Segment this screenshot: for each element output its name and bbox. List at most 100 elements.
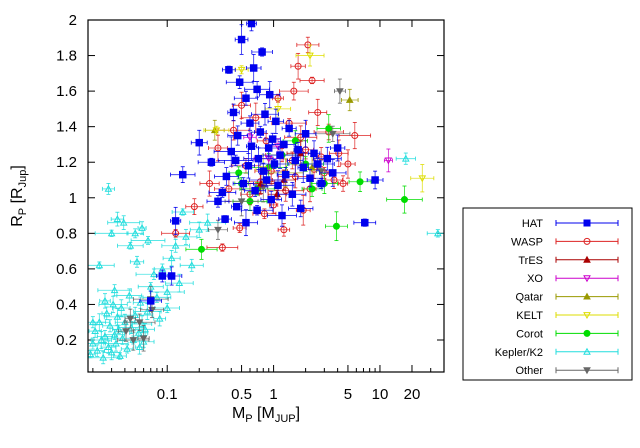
data-point	[162, 250, 181, 267]
legend-label: HAT	[522, 218, 543, 230]
legend-item: HAT	[522, 218, 619, 230]
legend-marker	[583, 312, 591, 320]
data-point	[261, 170, 295, 201]
data-point	[319, 159, 347, 187]
data-point	[98, 295, 128, 314]
data-point	[240, 205, 274, 216]
data-point	[340, 149, 356, 179]
data-point	[208, 219, 228, 240]
data-point	[271, 140, 297, 149]
y-axis-title: RP [RJup]	[9, 165, 29, 227]
data-point	[333, 78, 346, 104]
data-point	[395, 152, 416, 165]
data-point	[300, 157, 335, 171]
data-point	[101, 183, 115, 195]
data-point	[294, 119, 317, 148]
data-point	[154, 302, 181, 314]
y-tick-label: 2	[69, 12, 77, 29]
legend-item: KELT	[516, 310, 619, 322]
data-point	[113, 351, 127, 360]
data-point	[190, 129, 208, 156]
data-point	[206, 243, 239, 252]
y-tick-label: 1	[69, 190, 77, 207]
data-point	[99, 293, 111, 309]
data-point	[208, 134, 228, 162]
data-point	[124, 308, 136, 329]
series-kepler-k2	[88, 152, 444, 365]
data-point	[240, 115, 260, 131]
data-point	[243, 147, 274, 170]
data-point	[251, 103, 279, 126]
data-point	[225, 75, 254, 89]
data-point	[295, 44, 325, 67]
data-point	[253, 125, 267, 139]
data-point	[130, 236, 166, 245]
legend-item: WASP	[511, 236, 619, 248]
axis-label-part: ]	[296, 405, 300, 422]
legend-marker	[583, 367, 591, 375]
data-point	[234, 209, 258, 237]
data-point	[232, 223, 247, 233]
data-point	[97, 284, 132, 297]
series-hat	[139, 20, 384, 312]
data-point	[272, 93, 284, 103]
data-point	[227, 125, 248, 146]
data-point	[308, 98, 328, 126]
y-tick-label: 0.8	[56, 225, 77, 242]
x-axis-title: MP [MJUP]	[232, 405, 300, 425]
axis-label-part: [M	[253, 405, 275, 422]
data-point	[243, 133, 257, 142]
axis-label-part: JUP	[275, 413, 296, 425]
data-point	[316, 114, 341, 143]
data-point	[139, 290, 163, 312]
data-point	[241, 153, 255, 179]
data-point	[179, 258, 204, 272]
data-point	[259, 159, 290, 169]
data-point	[297, 169, 323, 188]
data-point	[199, 170, 220, 197]
data-point	[218, 215, 232, 223]
data-point	[234, 24, 249, 55]
data-point	[267, 108, 285, 134]
data-point	[386, 185, 423, 214]
x-tick-label: 1	[269, 386, 277, 403]
data-point	[293, 142, 303, 158]
data-point	[174, 228, 198, 245]
data-point	[88, 350, 96, 359]
legend-item: XO	[527, 273, 619, 285]
data-point	[338, 122, 372, 150]
axis-label-part: M	[232, 405, 245, 422]
data-point	[206, 195, 230, 208]
legend-marker	[583, 275, 591, 283]
data-point	[123, 313, 156, 331]
y-tick-label: 0.4	[56, 296, 77, 313]
axis-label-part: [R	[9, 187, 26, 207]
data-point	[313, 146, 342, 171]
data-point	[296, 36, 320, 53]
data-point	[262, 141, 298, 169]
data-point	[246, 20, 257, 32]
data-point	[208, 187, 237, 198]
legend-label: TrES	[518, 255, 543, 267]
data-point	[170, 166, 196, 183]
legend: HAT WASP TrES XO Qatar KELT Corot Kepler/K2 Othe…	[462, 207, 633, 381]
data-point	[281, 120, 297, 137]
axis-label-part: P	[17, 208, 29, 215]
data-point	[341, 88, 359, 112]
data-point	[316, 178, 326, 189]
legend-item: Kepler/K2	[495, 347, 619, 359]
data-point	[137, 221, 147, 235]
data-point	[170, 206, 182, 235]
data-point	[88, 261, 115, 270]
data-point	[217, 154, 254, 167]
axis-label-part: P	[245, 413, 252, 425]
legend-item: Other	[515, 365, 619, 377]
legend-marker	[583, 255, 591, 263]
legend-label: Other	[515, 365, 543, 377]
data-point	[161, 266, 183, 286]
data-point	[353, 218, 377, 227]
y-tick-label: 0.2	[56, 332, 77, 349]
data-point	[245, 131, 258, 161]
legend-label: Corot	[516, 328, 543, 340]
